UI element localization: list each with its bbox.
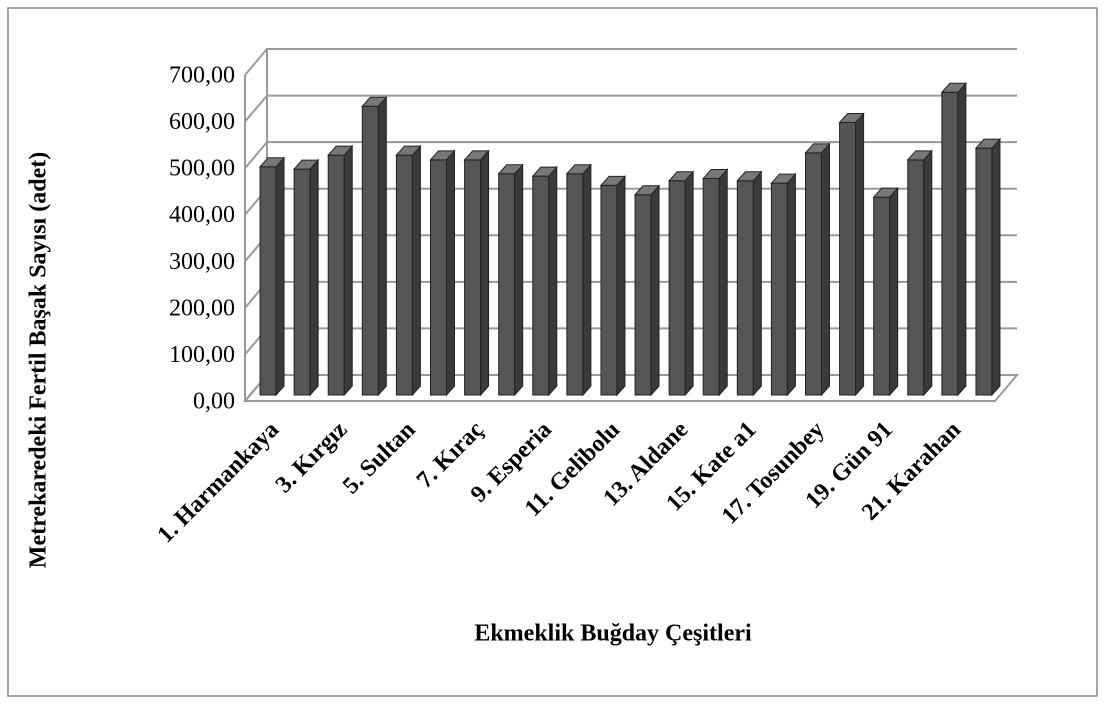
bar-side [650,184,660,397]
bar-top [258,157,286,168]
bar-front [361,105,379,396]
bar [361,95,388,397]
bar-top [633,185,661,196]
y-tick-label: 500,00 [169,156,235,182]
bar-top [497,164,524,175]
bar-top [804,143,831,154]
bar-front [430,159,447,396]
bar-front [668,180,686,396]
bar [429,149,456,397]
bar-side [446,149,455,397]
bar-top [531,166,558,177]
y-tick-label: 300,00 [169,249,235,275]
bar [565,163,592,397]
bar-top [770,173,797,184]
bar-side [855,112,865,397]
bar-side [343,144,353,397]
y-tick-label: 700,00 [169,63,235,89]
bar-front [907,159,925,396]
bar-side [411,144,421,397]
y-tick-label: 0,00 [193,389,235,415]
bar [668,170,695,397]
bar-side [923,149,933,397]
bar-top [599,175,627,186]
bar [736,170,763,397]
bar-top [906,150,933,161]
bar [770,172,797,397]
bar-side [684,170,694,397]
bar [531,165,558,397]
bar-front [566,173,584,396]
bar [293,158,320,397]
bar-side [786,172,796,397]
bar-front [941,91,959,396]
bar [258,156,286,397]
bar-front [600,184,618,396]
bar-side [480,149,490,397]
bar-front [702,177,720,396]
bar-top [974,138,1002,149]
bar-side [821,142,830,397]
bar-front [498,173,516,396]
bar-top [327,145,354,156]
bar-top [736,171,763,182]
bar-front [259,166,277,396]
bar [804,142,831,397]
bar-front [327,154,345,396]
bar-side [582,163,592,397]
bar [906,149,933,397]
bar-side [957,81,967,397]
bar-top [463,150,490,161]
bar-side [309,158,319,397]
y-tick-label: 100,00 [169,342,235,368]
bar [327,144,354,397]
bar-front [873,196,891,396]
bar-front [975,147,993,396]
bar-side [377,95,387,397]
bar-top [395,145,422,156]
bar-front [395,154,413,396]
y-axis-label: Metrekaredeki Fertil Başak Sayısı (adet) [26,152,52,568]
y-tick-label: 600,00 [169,109,235,135]
x-axis-label: Ekmeklik Buğday Çeşitleri [474,621,752,647]
bar-front [464,159,482,396]
bar [633,184,661,397]
bar-front [839,122,857,396]
bar [599,175,627,397]
y-tick-label: 200,00 [169,295,235,321]
bar [872,186,899,397]
bar-top [838,113,865,124]
bar-front [634,194,652,396]
bar-side [514,163,524,397]
bar-top [429,150,456,161]
bar [497,163,524,397]
bar-top [702,168,729,179]
bar-front [770,182,788,396]
bar-side [889,186,899,397]
bar [463,149,490,397]
bar-side [548,165,558,397]
bar [702,168,729,397]
bar-front [805,152,822,396]
y-tick-label: 400,00 [169,202,235,228]
bar-side [275,156,285,397]
bar-side [991,137,1001,397]
bar-top [361,96,388,107]
bar-top [668,171,695,182]
bar [940,81,967,397]
bar-front [293,168,311,396]
bar [974,137,1002,397]
bar-side [718,168,728,397]
bar-top [940,82,967,93]
bar-front [532,175,550,396]
bar-front [736,180,754,396]
bar-side [616,175,626,397]
bar-top [293,159,320,170]
bar-top [872,187,899,198]
bar [838,112,865,397]
bar-side [752,170,762,397]
bar-top [565,164,592,175]
bar [395,144,422,397]
